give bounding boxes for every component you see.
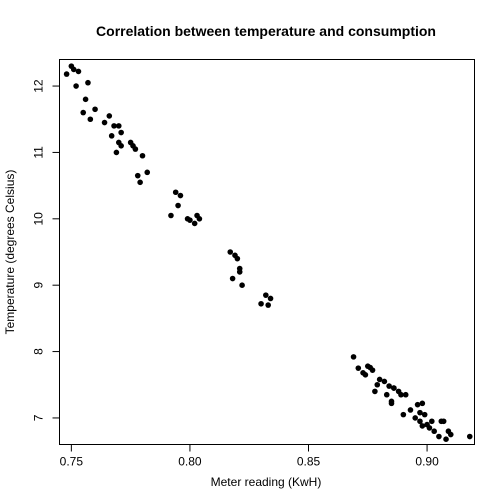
data-point (427, 425, 433, 431)
data-point (168, 213, 174, 219)
data-point (351, 354, 357, 360)
data-point (140, 153, 146, 159)
data-point (85, 80, 91, 86)
y-axis-label: Temperature (degrees Celsius) (3, 170, 17, 335)
data-point (356, 365, 362, 371)
plot-frame (60, 60, 475, 445)
data-point (178, 193, 184, 199)
data-point (80, 110, 86, 116)
data-point (372, 389, 378, 395)
data-point (391, 385, 397, 391)
chart-title: Correlation between temperature and cons… (96, 23, 436, 39)
data-point (173, 189, 179, 195)
y-tick-label: 7 (32, 414, 46, 421)
data-point (265, 302, 271, 308)
data-point (370, 367, 376, 373)
data-point (102, 120, 108, 126)
data-point (197, 216, 203, 222)
data-point (144, 170, 150, 176)
data-point (429, 418, 435, 424)
data-point (239, 282, 245, 288)
data-point (73, 83, 79, 89)
data-point (192, 221, 198, 227)
data-point (467, 434, 473, 440)
data-point (133, 146, 139, 152)
data-point (109, 133, 115, 139)
data-point (135, 173, 141, 179)
data-point (408, 407, 414, 413)
data-point (263, 292, 269, 298)
y-tick-label: 8 (32, 348, 46, 355)
data-point (88, 116, 94, 122)
data-point (436, 434, 442, 440)
data-point (384, 392, 390, 398)
data-point (401, 412, 407, 418)
data-point (363, 372, 369, 378)
data-point (420, 401, 426, 407)
data-point (374, 382, 380, 388)
data-point (420, 423, 426, 429)
x-axis-label: Meter reading (KwH) (211, 475, 322, 489)
y-tick-label: 10 (32, 212, 46, 226)
data-point (107, 113, 113, 119)
data-point (230, 276, 236, 282)
data-point (175, 203, 181, 209)
data-point (403, 392, 409, 398)
data-point (441, 418, 447, 424)
data-point (137, 180, 143, 186)
data-point (389, 399, 395, 405)
data-point (415, 402, 421, 408)
data-point (187, 217, 193, 223)
data-point (431, 428, 437, 434)
data-point (76, 69, 82, 75)
data-point (92, 106, 98, 112)
y-tick-label: 11 (32, 146, 46, 159)
data-point (118, 130, 124, 136)
data-point (118, 143, 124, 149)
data-point (114, 150, 120, 156)
x-tick-label: 0.90 (415, 455, 439, 469)
data-point (258, 301, 264, 307)
data-point (237, 266, 243, 272)
data-point (382, 379, 388, 385)
data-point (443, 436, 449, 442)
data-point (116, 123, 122, 129)
data-point (268, 296, 274, 302)
data-point (448, 432, 454, 438)
x-tick-label: 0.80 (178, 455, 202, 469)
data-point (227, 249, 233, 255)
y-axis-ticks: 7 8 9 10 11 12 (32, 79, 60, 421)
data-points (64, 63, 473, 442)
data-point (422, 412, 428, 418)
data-point (235, 256, 241, 262)
data-point (412, 415, 418, 421)
y-tick-label: 12 (32, 79, 46, 93)
x-axis-ticks: 0.75 0.80 0.85 0.90 (60, 445, 439, 469)
x-tick-label: 0.85 (297, 455, 321, 469)
y-tick-label: 9 (32, 282, 46, 289)
data-point (83, 97, 89, 103)
data-point (64, 71, 70, 77)
x-tick-label: 0.75 (60, 455, 84, 469)
